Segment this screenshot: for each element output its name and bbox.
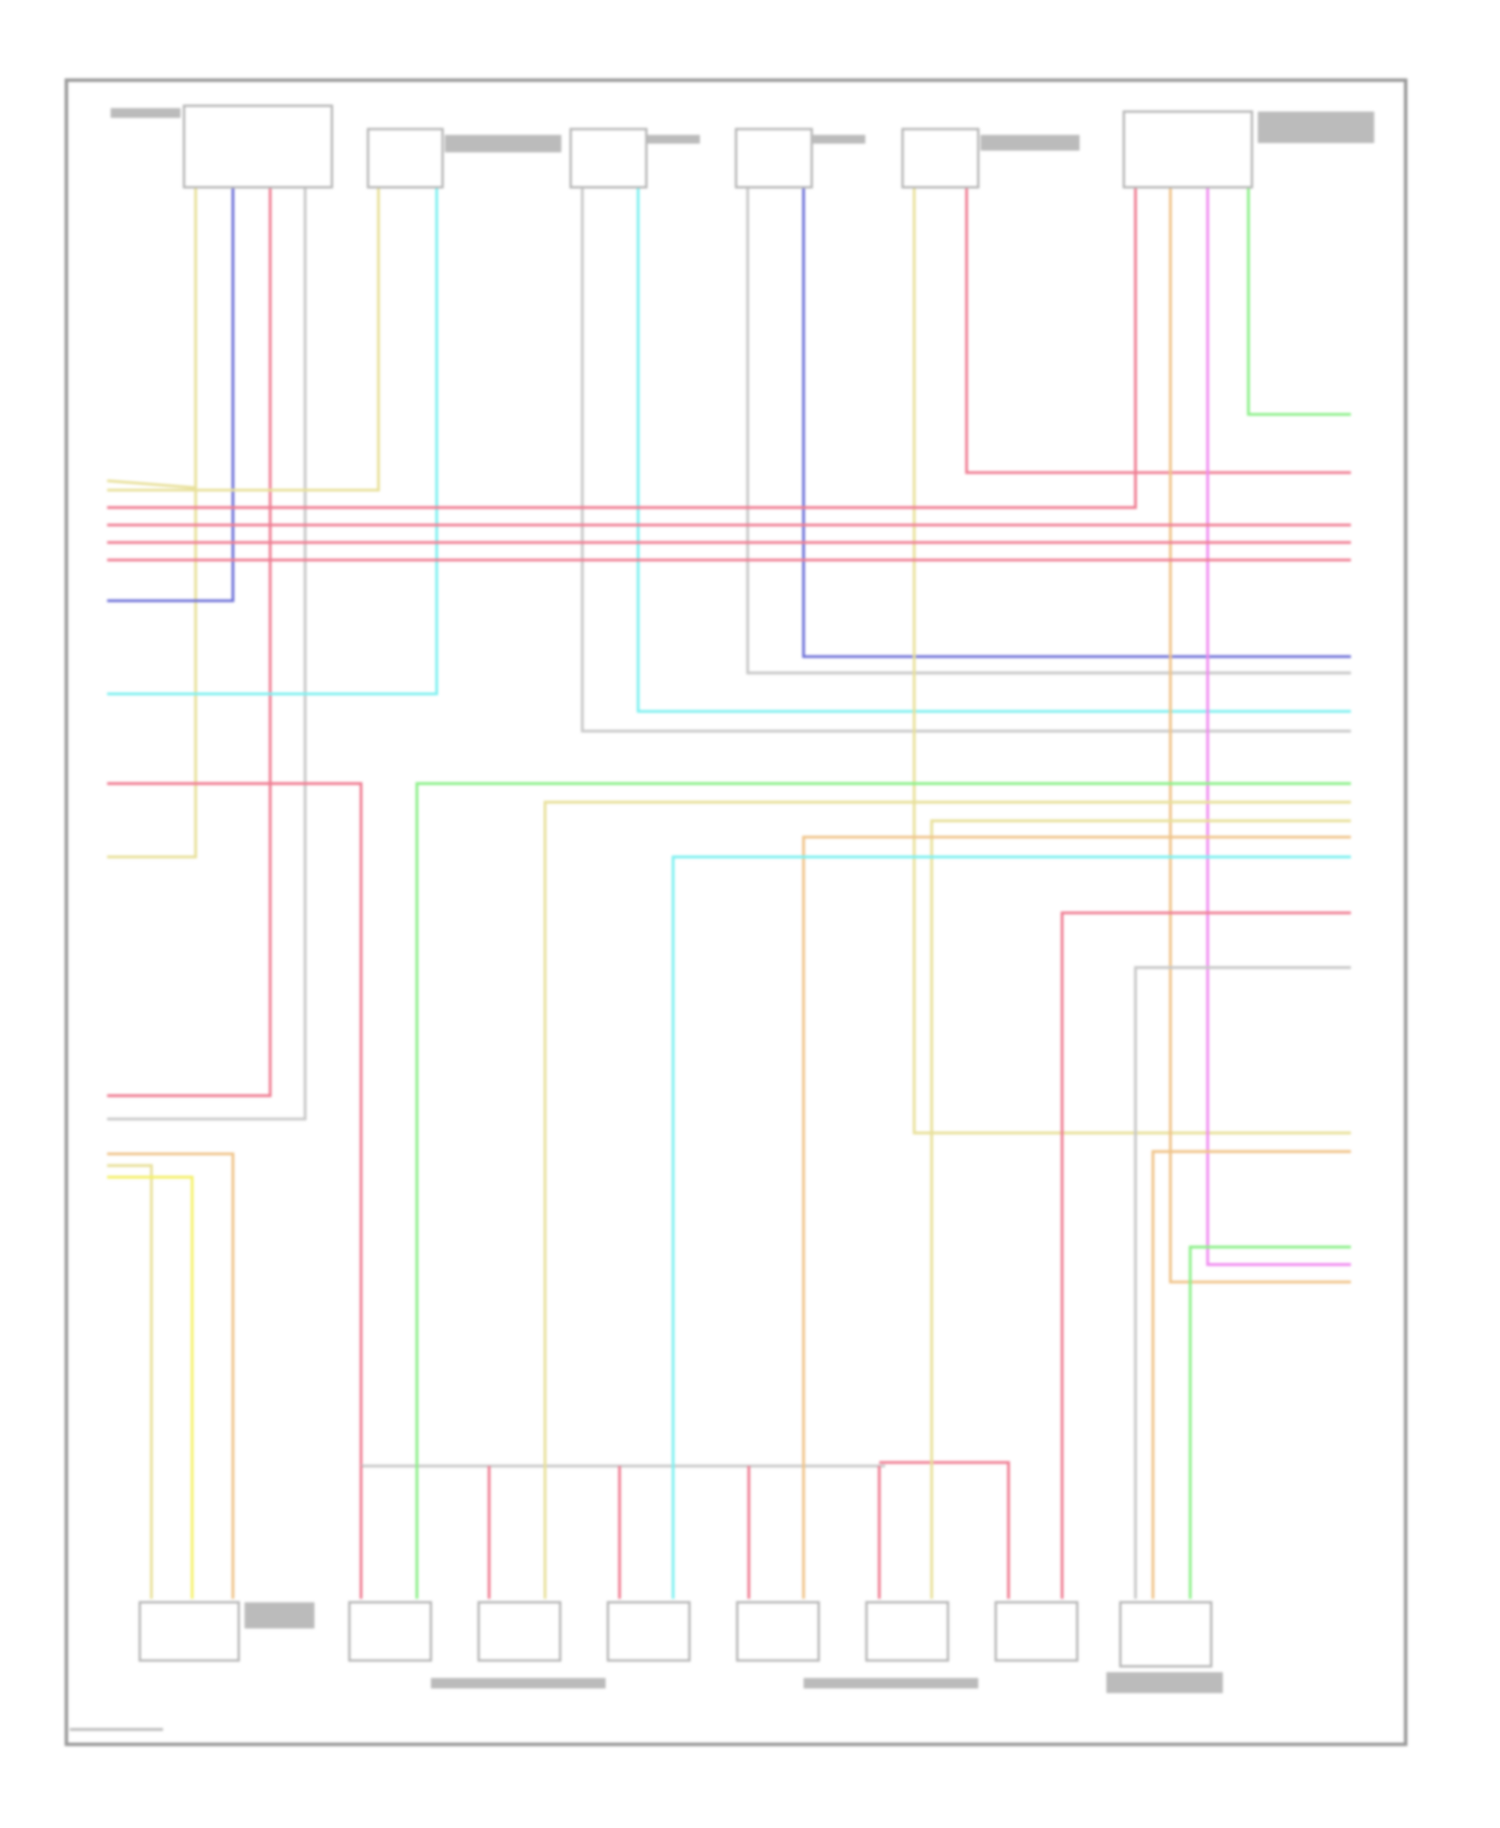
top-sensor-3 (569, 127, 648, 189)
wire-green (415, 782, 1351, 1599)
wire-yellow (107, 187, 198, 859)
wire-bright_yellow (107, 1175, 194, 1599)
diagram-frame (64, 78, 1408, 1747)
wire-cyan (636, 187, 1351, 713)
component-label-2 (647, 134, 700, 144)
wire-cyan (671, 855, 1351, 1599)
wire-gray (746, 187, 1351, 675)
wire-gray (1134, 966, 1351, 1599)
wire-yellow (912, 187, 1351, 1135)
wire-red (107, 782, 363, 1467)
wire-orange (107, 1152, 235, 1599)
component-label-9 (1106, 1672, 1223, 1694)
component-label-4 (980, 134, 1080, 151)
wire-yellow (930, 819, 1351, 1599)
top-connector-1 (182, 104, 334, 189)
component-label-0 (110, 108, 181, 118)
wire-blue (802, 187, 1351, 659)
component-label-8 (803, 1677, 979, 1689)
wire-red (107, 187, 1137, 509)
wire-green (1188, 1245, 1351, 1599)
wire-red (107, 187, 272, 1098)
wire-red (965, 187, 1351, 475)
wire-yellow (543, 800, 1351, 1599)
wire-green (1247, 187, 1351, 416)
wire-orange (802, 835, 1351, 1599)
wire-yellow (107, 187, 380, 492)
top-connector-6 (1122, 110, 1254, 189)
fuel-injector-1 (348, 1601, 433, 1662)
fuel-injector-2 (477, 1601, 562, 1662)
component-label-3 (812, 134, 866, 144)
component-label-5 (1257, 111, 1375, 144)
fuel-injector-6 (994, 1601, 1079, 1662)
wire-gray (107, 187, 307, 1121)
components (69, 104, 1375, 1731)
wire-blue (107, 187, 235, 603)
bottom-left-sensor (138, 1601, 240, 1662)
wire-gray (580, 187, 1351, 733)
component-label-10 (69, 1728, 164, 1731)
fuel-injector-3 (606, 1601, 691, 1662)
top-sensor-4 (734, 127, 813, 189)
wire-red (1060, 911, 1351, 1599)
fuel-injector-5 (865, 1601, 950, 1662)
fuel-injector-4 (736, 1601, 820, 1662)
top-connector-5 (901, 127, 980, 189)
wire-yellow (107, 1164, 153, 1599)
top-connector-2 (366, 127, 444, 189)
wires (107, 187, 1351, 1599)
bottom-right-sensor (1119, 1601, 1213, 1668)
wire-orange (1169, 187, 1351, 1284)
wire-yellow (107, 479, 196, 490)
wire-cyan (107, 187, 439, 696)
wire-red (879, 1461, 1010, 1599)
component-label-7 (430, 1677, 606, 1689)
wire-magenta (1206, 187, 1351, 1266)
component-label-6 (244, 1602, 315, 1629)
wire-orange (1151, 1150, 1351, 1599)
component-label-1 (444, 134, 562, 153)
